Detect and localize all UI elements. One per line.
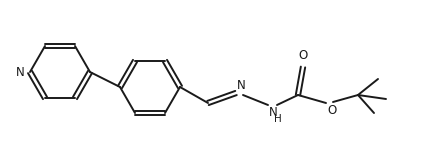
Text: O: O xyxy=(298,49,308,62)
Text: N: N xyxy=(237,79,246,92)
Text: N: N xyxy=(16,65,25,79)
Text: N: N xyxy=(269,106,278,119)
Text: H: H xyxy=(274,114,282,124)
Text: O: O xyxy=(327,104,336,117)
